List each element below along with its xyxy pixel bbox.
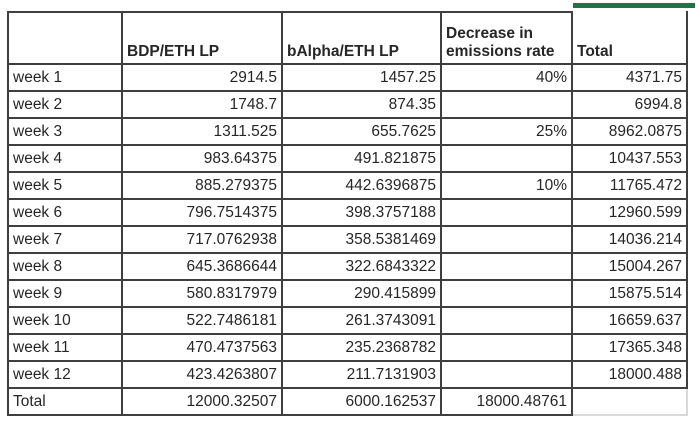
cell-r12-c4[interactable]: 18000.488 [573, 362, 688, 389]
emissions-table: BDP/ETH LP bAlpha/ETH LP Decrease in emi… [7, 11, 688, 416]
table-row: week 11 470.4737563 235.2368782 17365.348 [7, 335, 688, 362]
table-body: week 1 2914.5 1457.25 40% 4371.75 week 2 1748.… [7, 65, 688, 416]
cell-r7-c0[interactable]: week 7 [7, 227, 123, 254]
cell-r2-c2[interactable]: 874.35 [283, 92, 442, 119]
cell-r4-c0[interactable]: week 4 [7, 146, 123, 173]
cell-r13-c0[interactable]: Total [7, 389, 123, 416]
table-row: week 2 1748.7 874.35 6994.8 [7, 92, 688, 119]
table-row: week 4 983.64375 491.821875 10437.553 [7, 146, 688, 173]
table-row: week 10 522.7486181 261.3743091 16659.637 [7, 308, 688, 335]
cell-r13-c3[interactable]: 18000.48761 [442, 389, 573, 416]
cell-r6-c4[interactable]: 12960.599 [573, 200, 688, 227]
cell-r4-c2[interactable]: 491.821875 [283, 146, 442, 173]
cell-r6-c1[interactable]: 796.7514375 [123, 200, 283, 227]
cell-r1-c4[interactable]: 4371.75 [573, 65, 688, 92]
table-row: week 9 580.8317979 290.415899 15875.514 [7, 281, 688, 308]
cell-r11-c3[interactable] [442, 335, 573, 362]
cell-r5-c4[interactable]: 11765.472 [573, 173, 688, 200]
cell-r9-c1[interactable]: 580.8317979 [123, 281, 283, 308]
cell-r11-c0[interactable]: week 11 [7, 335, 123, 362]
cell-r10-c3[interactable] [442, 308, 573, 335]
cell-r10-c4[interactable]: 16659.637 [573, 308, 688, 335]
cell-r2-c4[interactable]: 6994.8 [573, 92, 688, 119]
cell-r10-c2[interactable]: 261.3743091 [283, 308, 442, 335]
cell-r7-c1[interactable]: 717.0762938 [123, 227, 283, 254]
table-row: week 5 885.279375 442.6396875 10% 11765.472 [7, 173, 688, 200]
cell-r8-c4[interactable]: 15004.267 [573, 254, 688, 281]
cell-r13-c4[interactable] [573, 389, 688, 416]
cell-r2-c1[interactable]: 1748.7 [123, 92, 283, 119]
cell-r5-c1[interactable]: 885.279375 [123, 173, 283, 200]
cell-r6-c0[interactable]: week 6 [7, 200, 123, 227]
cell-r11-c2[interactable]: 235.2368782 [283, 335, 442, 362]
table-row: week 7 717.0762938 358.5381469 14036.214 [7, 227, 688, 254]
table-row: week 8 645.3686644 322.6843322 15004.267 [7, 254, 688, 281]
cell-r1-c3[interactable]: 40% [442, 65, 573, 92]
cell-r9-c0[interactable]: week 9 [7, 281, 123, 308]
cell-r8-c1[interactable]: 645.3686644 [123, 254, 283, 281]
table-row: week 12 423.4263807 211.7131903 18000.488 [7, 362, 688, 389]
cell-r12-c1[interactable]: 423.4263807 [123, 362, 283, 389]
cell-r7-c4[interactable]: 14036.214 [573, 227, 688, 254]
cell-r5-c3[interactable]: 10% [442, 173, 573, 200]
cell-r10-c1[interactable]: 522.7486181 [123, 308, 283, 335]
cell-r7-c3[interactable] [442, 227, 573, 254]
cell-r13-c2[interactable]: 6000.162537 [283, 389, 442, 416]
cell-r7-c2[interactable]: 358.5381469 [283, 227, 442, 254]
cell-r3-c1[interactable]: 1311.525 [123, 119, 283, 146]
cell-r12-c0[interactable]: week 12 [7, 362, 123, 389]
table-row: week 3 1311.525 655.7625 25% 8962.0875 [7, 119, 688, 146]
header-row: BDP/ETH LP bAlpha/ETH LP Decrease in emi… [7, 11, 688, 65]
cell-r2-c3[interactable] [442, 92, 573, 119]
cell-r3-c4[interactable]: 8962.0875 [573, 119, 688, 146]
selection-indicator-green [573, 3, 695, 8]
cell-r4-c3[interactable] [442, 146, 573, 173]
cell-r13-c1[interactable]: 12000.32507 [123, 389, 283, 416]
cell-r8-c0[interactable]: week 8 [7, 254, 123, 281]
cell-r12-c2[interactable]: 211.7131903 [283, 362, 442, 389]
cell-r1-c2[interactable]: 1457.25 [283, 65, 442, 92]
header-cell-decrease-rate[interactable]: Decrease in emissions rate [442, 11, 573, 65]
cell-r5-c2[interactable]: 442.6396875 [283, 173, 442, 200]
cell-r9-c4[interactable]: 15875.514 [573, 281, 688, 308]
cell-r11-c1[interactable]: 470.4737563 [123, 335, 283, 362]
cell-r9-c3[interactable] [442, 281, 573, 308]
cell-r6-c3[interactable] [442, 200, 573, 227]
cell-r5-c0[interactable]: week 5 [7, 173, 123, 200]
header-cell-total[interactable]: Total [573, 11, 688, 65]
table-row: week 6 796.7514375 398.3757188 12960.599 [7, 200, 688, 227]
cell-r12-c3[interactable] [442, 362, 573, 389]
cell-r4-c4[interactable]: 10437.553 [573, 146, 688, 173]
cell-r6-c2[interactable]: 398.3757188 [283, 200, 442, 227]
cell-r3-c3[interactable]: 25% [442, 119, 573, 146]
cell-r11-c4[interactable]: 17365.348 [573, 335, 688, 362]
cell-r9-c2[interactable]: 290.415899 [283, 281, 442, 308]
header-cell-bdp-eth-lp[interactable]: BDP/ETH LP [123, 11, 283, 65]
cell-r3-c2[interactable]: 655.7625 [283, 119, 442, 146]
cell-r8-c2[interactable]: 322.6843322 [283, 254, 442, 281]
table-row: week 1 2914.5 1457.25 40% 4371.75 [7, 65, 688, 92]
cell-r1-c0[interactable]: week 1 [7, 65, 123, 92]
cell-r2-c0[interactable]: week 2 [7, 92, 123, 119]
cell-r10-c0[interactable]: week 10 [7, 308, 123, 335]
cell-r8-c3[interactable] [442, 254, 573, 281]
cell-r3-c0[interactable]: week 3 [7, 119, 123, 146]
header-cell-blank[interactable] [7, 11, 123, 65]
cell-r1-c1[interactable]: 2914.5 [123, 65, 283, 92]
table-row: Total 12000.32507 6000.162537 18000.48761 [7, 389, 688, 416]
cell-r4-c1[interactable]: 983.64375 [123, 146, 283, 173]
header-cell-balpha-eth-lp[interactable]: bAlpha/ETH LP [283, 11, 442, 65]
